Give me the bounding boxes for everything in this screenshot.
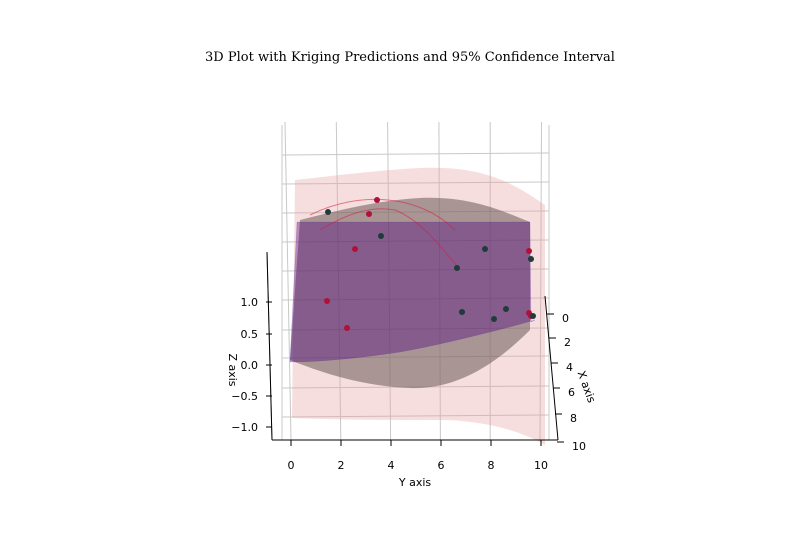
sample-point-dark <box>530 313 536 319</box>
z-axis-line <box>266 251 273 441</box>
grid-line-y <box>284 121 292 441</box>
sample-point-red <box>366 211 372 217</box>
sample-point-red <box>374 197 380 203</box>
y-axis-label: Y axis <box>398 476 432 489</box>
sample-point-dark <box>528 256 534 262</box>
sample-point-red <box>324 298 330 304</box>
grid-line-z <box>281 414 550 418</box>
x-tick-label: 8 <box>570 412 577 425</box>
kriging-prediction-surface <box>289 221 536 363</box>
grid-line-z <box>281 181 550 185</box>
grid-line-y <box>539 121 542 441</box>
z-axis-label: Z axis <box>226 353 239 386</box>
sample-point-dark <box>454 265 460 271</box>
x-axis-line <box>544 295 559 441</box>
x-tick-label: 2 <box>564 336 571 349</box>
z-tick-label: 1.0 <box>241 296 259 309</box>
grid-line-z <box>281 152 550 156</box>
x-tick-label: 4 <box>566 361 573 374</box>
sample-point-dark <box>378 233 384 239</box>
y-tick-label: 6 <box>438 459 445 472</box>
y-tick-label: 8 <box>488 459 495 472</box>
sample-point-red <box>344 325 350 331</box>
y-tick-label: 0 <box>288 459 295 472</box>
sample-point-dark <box>503 306 509 312</box>
sample-point-red <box>526 248 532 254</box>
x-tick-label: 6 <box>568 386 575 399</box>
x-axis-label: X axis <box>575 369 599 405</box>
y-tick-label: 2 <box>338 459 345 472</box>
axes: 0 2 4 6 8 10 0 2 4 6 8 10 1.0 0.5 0.0 −0.5 −1.0 <box>231 251 586 472</box>
y-tick-label: 10 <box>534 459 548 472</box>
sample-point-dark <box>482 246 488 252</box>
sample-point-dark <box>325 209 331 215</box>
surface-mesh-lines <box>309 198 461 271</box>
x-tick-label: 0 <box>562 312 569 325</box>
scatter-points <box>324 197 536 331</box>
lower-confidence-surface <box>290 197 530 389</box>
sample-point-red <box>352 246 358 252</box>
surfaces <box>289 167 545 445</box>
chart-title: 3D Plot with Kriging Predictions and 95%… <box>205 50 615 65</box>
z-tick-label: −0.5 <box>231 390 258 403</box>
y-tick-label: 4 <box>388 459 395 472</box>
z-tick-label: −1.0 <box>231 421 258 434</box>
sample-point-dark <box>459 309 465 315</box>
z-tick-label: 0.0 <box>241 359 259 372</box>
sample-point-dark <box>491 316 497 322</box>
x-tick-label: 10 <box>572 440 586 453</box>
z-tick-label: 0.5 <box>241 328 259 341</box>
